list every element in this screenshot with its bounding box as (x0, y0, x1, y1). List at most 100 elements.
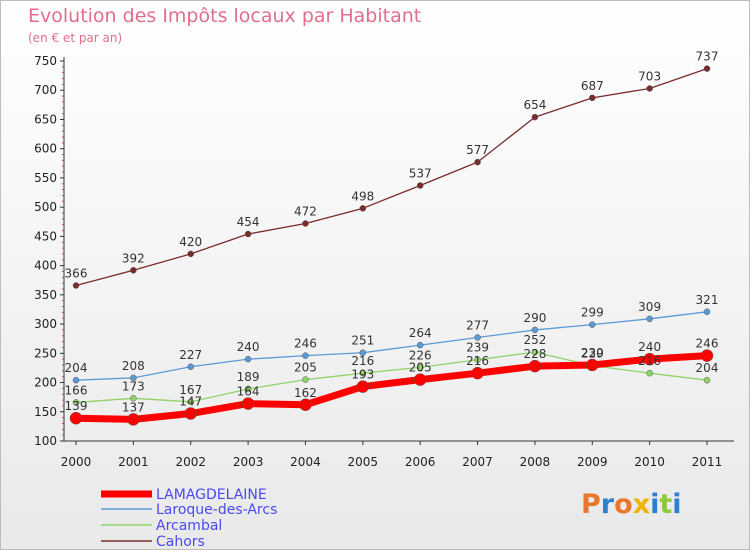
data-label-cahors: 703 (638, 69, 661, 83)
data-label-lamagdelaine: 205 (409, 361, 432, 375)
y-tick-label: 450 (34, 229, 57, 243)
data-label-lamagdelaine: 139 (65, 399, 88, 413)
data-point-arcambal (130, 395, 137, 402)
data-label-arcambal: 229 (581, 347, 604, 361)
data-point-lamagdelaine (299, 398, 312, 412)
logo-letter: r (600, 489, 615, 520)
y-tick-label: 700 (34, 83, 57, 97)
data-point-laroque-des-arcs (359, 349, 367, 356)
x-tick-label: 2003 (233, 455, 264, 469)
data-label-arcambal: 205 (294, 361, 317, 375)
data-label-laroque-des-arcs: 321 (696, 293, 719, 307)
data-label-cahors: 420 (179, 235, 202, 249)
x-tick-label: 2001 (118, 455, 149, 469)
data-label-cahors: 537 (409, 167, 432, 181)
data-label-lamagdelaine: 228 (523, 347, 546, 361)
data-label-arcambal: 239 (466, 341, 489, 355)
data-point-laroque-des-arcs (646, 315, 653, 323)
data-label-laroque-des-arcs: 251 (351, 334, 374, 348)
data-label-arcambal: 189 (237, 370, 260, 384)
data-point-lamagdelaine (127, 413, 140, 426)
y-tick-label: 350 (34, 288, 57, 302)
data-label-cahors: 687 (581, 79, 604, 93)
data-point-lamagdelaine (356, 380, 370, 393)
data-point-lamagdelaine (241, 397, 255, 410)
data-point-arcambal (416, 364, 424, 371)
logo-letter: x (632, 489, 651, 520)
y-tick-label: 650 (34, 112, 57, 126)
data-point-arcambal (703, 376, 711, 384)
data-label-arcambal: 166 (65, 383, 88, 397)
data-label-arcambal: 204 (696, 361, 719, 375)
data-point-cahors (474, 158, 481, 166)
y-tick-label: 150 (34, 405, 57, 419)
data-label-laroque-des-arcs: 246 (294, 337, 317, 351)
x-tick-label: 2008 (520, 455, 551, 469)
data-label-arcambal: 216 (351, 354, 374, 368)
data-point-lamagdelaine (471, 366, 484, 380)
data-label-lamagdelaine: 162 (294, 386, 317, 400)
logo-letter: i (650, 489, 660, 520)
x-tick-label: 2007 (462, 455, 493, 469)
data-point-cahors (72, 282, 80, 289)
data-label-lamagdelaine: 230 (581, 346, 604, 360)
data-point-laroque-des-arcs (72, 376, 80, 384)
data-point-cahors (130, 267, 137, 274)
data-label-laroque-des-arcs: 204 (65, 361, 88, 375)
data-point-arcambal (646, 369, 653, 377)
data-point-cahors (359, 205, 367, 212)
data-label-cahors: 366 (65, 266, 88, 280)
data-point-cahors (187, 250, 194, 258)
data-label-cahors: 472 (294, 205, 317, 219)
logo-letter: o (614, 489, 633, 520)
data-label-cahors: 737 (696, 50, 719, 64)
series-line-lamagdelaine (75, 352, 708, 423)
data-point-arcambal (72, 399, 80, 406)
data-label-lamagdelaine: 240 (638, 340, 661, 354)
y-tick-label: 600 (34, 142, 57, 156)
data-point-cahors (646, 85, 653, 92)
data-point-lamagdelaine (528, 359, 542, 373)
data-label-arcambal: 173 (122, 379, 145, 393)
data-point-lamagdelaine (69, 411, 83, 425)
logo-letter: i (672, 489, 682, 520)
data-label-lamagdelaine: 147 (179, 395, 202, 409)
data-point-lamagdelaine (413, 373, 427, 386)
data-point-cahors (589, 94, 596, 102)
data-label-laroque-des-arcs: 264 (409, 326, 432, 340)
y-tick-label: 300 (34, 317, 57, 331)
logo-letter: t (659, 489, 673, 520)
logo-letter: P (581, 489, 601, 520)
x-tick-label: 2000 (61, 455, 92, 469)
data-point-cahors (703, 65, 711, 72)
data-point-cahors (244, 230, 252, 238)
data-label-laroque-des-arcs: 309 (638, 300, 661, 314)
data-point-arcambal (359, 369, 367, 377)
data-point-cahors (416, 182, 424, 189)
data-label-lamagdelaine: 246 (696, 337, 719, 351)
proxiti-logo: Proxiti (581, 489, 682, 520)
data-label-cahors: 654 (523, 98, 546, 112)
data-label-arcambal: 252 (523, 333, 546, 347)
data-point-arcambal (244, 385, 252, 393)
data-point-arcambal (187, 398, 194, 406)
series-line-cahors (75, 67, 708, 287)
x-tick-label: 2004 (290, 455, 321, 469)
data-point-laroque-des-arcs (416, 341, 424, 349)
data-label-laroque-des-arcs: 299 (581, 306, 604, 320)
data-point-laroque-des-arcs (703, 308, 711, 316)
data-label-arcambal: 216 (638, 354, 661, 368)
data-point-lamagdelaine (586, 358, 599, 372)
legend-label-lamagdelaine: LAMAGDELAINE (156, 487, 267, 503)
chart-subtitle: (en € et par an) (28, 31, 123, 45)
y-tick-label: 500 (34, 200, 57, 214)
data-point-lamagdelaine (643, 352, 656, 366)
data-label-arcambal: 167 (179, 383, 202, 397)
x-tick-label: 2002 (175, 455, 206, 469)
y-tick-label: 100 (34, 434, 57, 448)
data-point-cahors (531, 113, 539, 121)
x-tick-label: 2006 (405, 455, 436, 469)
data-label-laroque-des-arcs: 290 (523, 311, 546, 325)
data-label-laroque-des-arcs: 208 (122, 359, 145, 373)
